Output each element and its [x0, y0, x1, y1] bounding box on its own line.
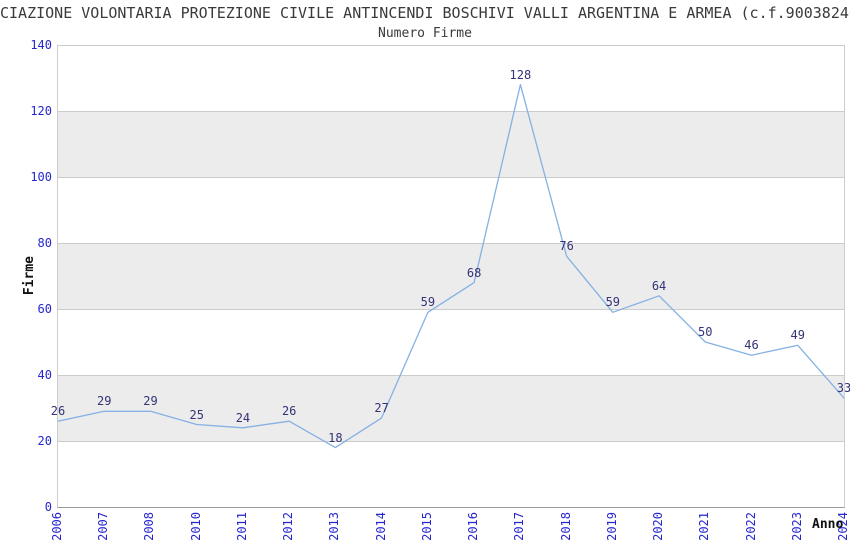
- grid-line: [58, 441, 844, 442]
- y-tick-label: 40: [37, 368, 52, 382]
- point-label: 27: [374, 400, 389, 415]
- point-label: 33: [836, 381, 850, 396]
- x-tick-label-text: 2020: [651, 512, 666, 541]
- x-tick-label: 2006: [50, 512, 64, 545]
- x-tick-label-text: 2018: [558, 512, 573, 541]
- y-axis-ticks: 0 20 40 60 80 100 120 140: [0, 38, 52, 514]
- x-tick-label-text: 2007: [96, 512, 111, 541]
- x-tick-label: 2019: [605, 512, 619, 545]
- x-tick-label-text: 2011: [234, 512, 249, 541]
- x-tick-label: 2011: [235, 512, 249, 545]
- x-tick-label: 2020: [651, 512, 665, 545]
- point-label: 50: [698, 325, 713, 339]
- point-label: 76: [559, 239, 574, 254]
- line-series: [58, 83, 844, 449]
- grid-line: [58, 45, 844, 46]
- x-tick-label-text: 2023: [789, 512, 804, 541]
- x-tick-label-text: 2008: [142, 512, 157, 541]
- point-label: 26: [50, 404, 66, 419]
- y-tick-label: 100: [30, 170, 52, 184]
- x-tick-label-text: 2013: [327, 512, 342, 541]
- x-tick-label: 2015: [420, 512, 434, 545]
- point-label: 49: [790, 328, 805, 343]
- grid-line: [58, 111, 844, 112]
- y-axis-title-text: Firme: [22, 256, 37, 296]
- x-tick-label: 2016: [466, 512, 480, 545]
- y-tick-label: 80: [37, 236, 52, 250]
- chart-subtitle: Numero Firme: [378, 26, 472, 41]
- x-tick-label-text: 2014: [373, 512, 388, 541]
- x-tick-label-text: 2006: [50, 512, 64, 541]
- x-tick-label-text: 2017: [512, 512, 527, 541]
- point-label: 25: [189, 407, 204, 422]
- point-label: 59: [605, 295, 621, 310]
- x-tick-label: 2008: [142, 512, 156, 545]
- point-label: 46: [744, 338, 759, 353]
- x-tick-label: 2010: [189, 512, 203, 545]
- x-tick-label: 2007: [96, 512, 110, 545]
- plot-band: [58, 375, 844, 441]
- y-axis-title: Firme: [22, 256, 37, 299]
- x-tick-label: 2014: [374, 512, 388, 545]
- x-tick-label: 2012: [281, 512, 295, 545]
- x-tick-label-text: 2022: [743, 512, 758, 541]
- x-tick-label: 2022: [744, 512, 758, 545]
- y-tick-label: 120: [30, 104, 52, 118]
- x-tick-label: 2021: [697, 512, 711, 545]
- x-tick-label-text: 2021: [697, 512, 712, 541]
- x-axis-title: Anno: [812, 517, 844, 532]
- point-label: 29: [97, 394, 112, 409]
- point-label: 59: [420, 295, 436, 310]
- point-label: 68: [466, 265, 482, 280]
- y-tick-label: 0: [44, 500, 52, 514]
- x-tick-label: 2018: [559, 512, 573, 545]
- grid-line: [58, 177, 844, 178]
- grid-line: [58, 243, 844, 244]
- point-label: 24: [235, 410, 251, 425]
- point-label: 26: [281, 404, 297, 419]
- x-tick-label-text: 2015: [419, 512, 434, 541]
- point-label: 18: [328, 430, 343, 445]
- x-tick-label: 2023: [790, 512, 804, 545]
- y-tick-label: 60: [37, 302, 52, 316]
- x-tick-label: 2013: [327, 512, 341, 545]
- point-label: 128: [509, 67, 532, 82]
- x-tick-label-text: 2019: [604, 512, 619, 541]
- plot-area: 26 29 29 25 24 26 18 27 59 68 128 76 59 64 50 46 49 33: [51, 45, 850, 508]
- grid-line: [58, 375, 844, 376]
- y-tick-label: 20: [37, 434, 52, 448]
- x-tick-label-text: 2016: [466, 512, 481, 541]
- x-tick-label-text: 2012: [281, 512, 296, 541]
- y-tick-label: 140: [30, 38, 52, 52]
- grid-line: [58, 309, 844, 310]
- x-axis-ticks: 2006 2007 2008 2010 2011 2012 2013 2014 2015 2016…: [50, 512, 850, 550]
- point-label: 64: [651, 278, 667, 293]
- chart-title: CIAZIONE VOLONTARIA PROTEZIONE CIVILE AN…: [0, 4, 850, 22]
- x-tick-label-text: 2010: [188, 512, 203, 541]
- plot-band: [58, 111, 844, 177]
- x-tick-label: 2017: [512, 512, 526, 545]
- point-label: 29: [143, 394, 158, 409]
- series-polyline: [58, 83, 844, 449]
